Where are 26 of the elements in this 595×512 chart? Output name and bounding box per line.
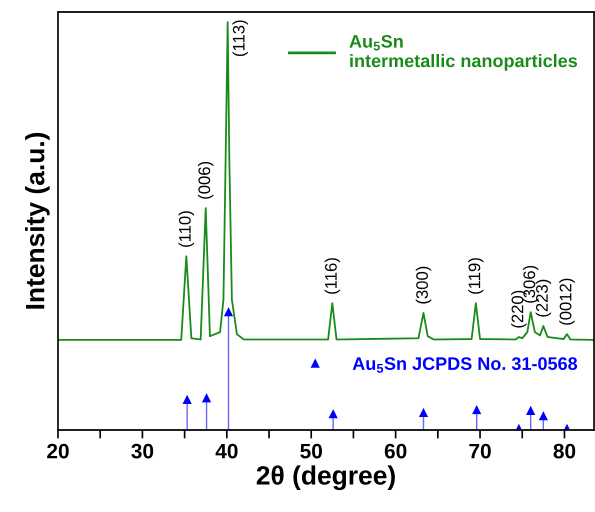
point <box>224 308 233 316</box>
annotation: (119) <box>468 258 484 294</box>
legend-label: Au$_{5}$Sn JCPDS No. 31-0568 <box>352 357 578 373</box>
x-tick-label: 60 <box>384 444 406 458</box>
x-axis-title: 2θ (degree) <box>256 465 395 490</box>
x-tick-label: 80 <box>554 444 576 458</box>
point <box>329 410 338 418</box>
annotation: (110) <box>178 211 194 247</box>
annotation: (116) <box>324 258 340 294</box>
x-tick-label: 20 <box>47 444 69 458</box>
x-tick-label: 40 <box>216 444 238 458</box>
annotation: (113) <box>232 20 248 56</box>
x-tick-label: 50 <box>300 444 322 458</box>
annotation: (006) <box>198 162 214 199</box>
point <box>526 406 535 415</box>
y-axis-title: Intensity (a.u.) <box>25 132 50 309</box>
annotation: (300) <box>416 266 432 304</box>
x-tick-label: 70 <box>469 444 491 458</box>
point <box>419 408 428 418</box>
point <box>182 396 192 404</box>
annotation: (0012) <box>559 278 575 325</box>
legend-label: Au$_{5}$Sn intermetallic nanoparticles <box>349 34 578 71</box>
point <box>539 412 548 420</box>
point <box>202 394 211 402</box>
point <box>472 406 481 414</box>
x-tick-label: 30 <box>131 444 154 459</box>
